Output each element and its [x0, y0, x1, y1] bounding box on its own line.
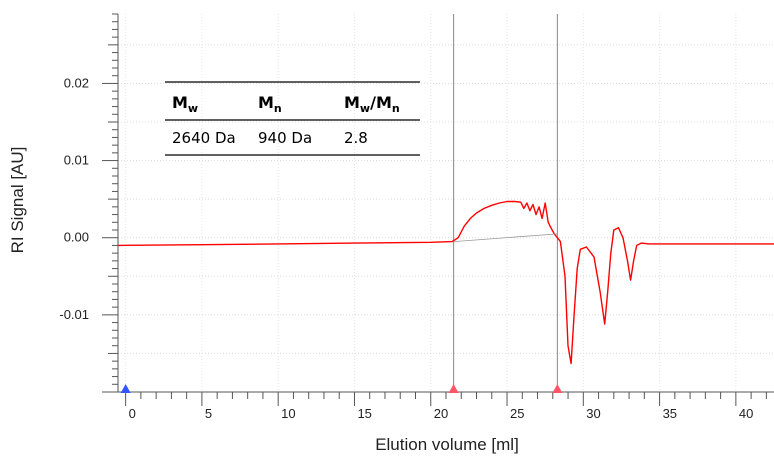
x-tick-label: 15 — [357, 406, 371, 421]
x-tick-label: 40 — [739, 406, 753, 421]
table-header: Mw/Mn — [344, 93, 400, 115]
x-tick-label: 10 — [281, 406, 295, 421]
x-tick-label: 20 — [434, 406, 448, 421]
y-tick-label: 0.02 — [64, 75, 89, 90]
x-tick-label: 25 — [510, 406, 524, 421]
table-cell: 2640 Da — [172, 129, 236, 147]
y-tick-label: 0.00 — [64, 230, 89, 245]
y-tick-label: -0.01 — [59, 307, 89, 322]
grid — [118, 14, 774, 392]
y-axis-title: RI Signal [AU] — [8, 147, 27, 254]
results-table: Mw Mn Mw/Mn 2640 Da 940 Da 2.8 — [165, 81, 420, 156]
axes: 0.02 0.01 0.00 -0.01 0 5 10 15 20 25 30 35 40 — [59, 13, 774, 421]
table-header: Mn — [258, 93, 282, 115]
x-tick-label: 30 — [586, 406, 600, 421]
integration-marker-triangle — [552, 384, 563, 393]
table-header: Mw — [172, 93, 198, 115]
y-tick-label: 0.01 — [64, 153, 89, 168]
table-cell: 2.8 — [344, 129, 368, 147]
start-marker-triangle — [120, 384, 131, 393]
ri-signal-line — [117, 200, 774, 365]
x-axis-title: Elution volume [ml] — [375, 435, 519, 454]
baseline-line — [453, 233, 558, 242]
table-cell: 940 Da — [258, 129, 312, 147]
x-tick-label: 5 — [205, 406, 212, 421]
series-group — [117, 200, 774, 365]
integration-markers — [453, 14, 558, 392]
x-tick-label: 35 — [663, 406, 677, 421]
x-tick-label: 0 — [129, 406, 136, 421]
integration-marker-triangle — [448, 384, 459, 393]
